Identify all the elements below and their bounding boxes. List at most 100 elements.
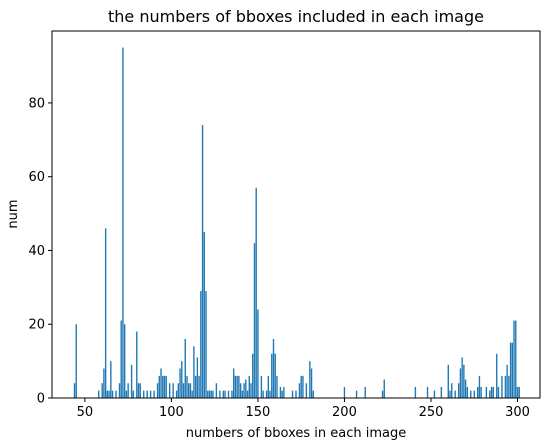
bar-286 — [492, 386, 494, 398]
bar-278 — [478, 375, 481, 398]
bar-66 — [111, 390, 114, 398]
bar-143 — [245, 379, 247, 398]
bar-64 — [108, 390, 110, 398]
bar-63 — [106, 390, 109, 398]
bar-260 — [447, 364, 449, 398]
bar-159 — [272, 338, 275, 398]
bar-294 — [506, 364, 508, 398]
bar-131 — [224, 390, 226, 398]
bar-300 — [516, 386, 519, 398]
bar-270 — [464, 379, 467, 398]
bar-176 — [302, 375, 304, 398]
x-tick-label: 150 — [246, 405, 271, 420]
x-tick-label: 250 — [419, 405, 444, 420]
bar-267 — [459, 368, 462, 398]
bar-118 — [201, 125, 204, 398]
y-axis-title: num — [6, 199, 21, 228]
bar-103 — [175, 390, 178, 398]
bar-157 — [269, 390, 271, 398]
bar-111 — [189, 383, 192, 398]
bar-297 — [511, 342, 513, 398]
bar-61 — [103, 368, 105, 398]
bar-126 — [215, 383, 218, 398]
bar-133 — [227, 390, 230, 398]
bar-106 — [181, 361, 183, 398]
bar-74 — [125, 390, 128, 398]
bar-158 — [271, 353, 273, 398]
bar-140 — [239, 383, 242, 398]
bar-90 — [153, 390, 155, 398]
bar-94 — [160, 368, 162, 398]
bar-115 — [196, 357, 199, 398]
bar-80 — [136, 331, 138, 398]
bar-200 — [343, 386, 346, 398]
bar-152 — [260, 375, 263, 398]
bar-71 — [120, 320, 122, 398]
bar-165 — [283, 386, 285, 398]
bar-172 — [295, 390, 297, 398]
bar-70 — [118, 383, 121, 398]
bar-112 — [191, 390, 193, 398]
bar-222 — [381, 390, 384, 398]
bar-78 — [132, 390, 135, 398]
bar-282 — [485, 386, 488, 398]
bar-77 — [130, 364, 133, 398]
bar-273 — [470, 390, 472, 398]
x-tick-label: 200 — [332, 405, 357, 420]
x-tick-label: 300 — [505, 405, 530, 420]
bar-121 — [207, 390, 209, 398]
bar-289 — [497, 386, 500, 398]
bar-299 — [515, 320, 517, 398]
bar-241 — [414, 386, 417, 398]
x-tick-label: 50 — [77, 405, 94, 420]
bar-68 — [115, 390, 117, 398]
bar-86 — [146, 390, 148, 398]
bar-88 — [149, 390, 152, 398]
y-tick-label: 80 — [28, 96, 45, 111]
bar-261 — [449, 390, 451, 398]
bar-156 — [267, 375, 269, 398]
plot-frame — [51, 30, 541, 399]
bar-262 — [451, 383, 453, 398]
bar-271 — [466, 386, 469, 398]
bar-109 — [186, 375, 188, 398]
bar-97 — [165, 375, 167, 398]
bar-122 — [208, 390, 211, 398]
bar-291 — [501, 375, 503, 398]
x-axis-title: numbers of bboxes in each image — [186, 426, 407, 441]
bar-178 — [305, 383, 308, 398]
bar-114 — [194, 375, 197, 398]
bar-170 — [291, 390, 294, 398]
bar-301 — [518, 386, 520, 398]
bar-163 — [279, 386, 282, 398]
y-tick-label: 0 — [37, 392, 45, 407]
bar-128 — [219, 390, 221, 398]
bar-75 — [127, 383, 129, 398]
bar-124 — [212, 390, 214, 398]
bar-160 — [274, 353, 276, 398]
bar-92 — [156, 383, 159, 398]
bar-164 — [281, 390, 283, 398]
x-tick-label: 100 — [159, 405, 184, 420]
bar-116 — [198, 375, 200, 398]
bar-223 — [383, 379, 385, 398]
bar-58 — [98, 390, 100, 398]
bar-130 — [222, 390, 225, 398]
bars-group — [73, 47, 520, 398]
bar-275 — [473, 390, 475, 398]
bar-123 — [210, 390, 212, 398]
bar-268 — [461, 357, 463, 398]
chart-title: the numbers of bboxes included in each i… — [108, 7, 484, 26]
bar-248 — [426, 386, 429, 398]
bar-138 — [236, 375, 238, 398]
bar-161 — [276, 375, 278, 398]
bar-150 — [257, 309, 259, 398]
bar-146 — [250, 383, 252, 398]
bar-264 — [454, 390, 456, 398]
x-axis-ticks: 50 100 150 200 250 300 — [77, 398, 530, 420]
bar-269 — [463, 364, 465, 398]
bar-117 — [200, 291, 202, 398]
bar-81 — [137, 383, 140, 398]
bar-182 — [312, 390, 314, 398]
